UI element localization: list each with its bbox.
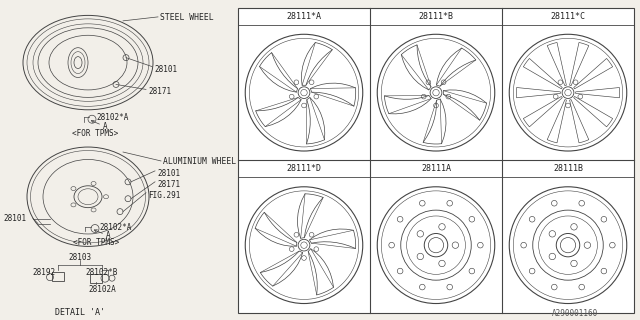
Text: 28101: 28101 [3, 214, 26, 223]
Text: 28111A: 28111A [421, 164, 451, 173]
Text: A: A [106, 231, 111, 241]
Text: 28171: 28171 [157, 180, 180, 189]
Text: 28111*C: 28111*C [550, 12, 586, 21]
Text: 28111B: 28111B [553, 164, 583, 173]
Text: 28111*D: 28111*D [287, 164, 321, 173]
Text: DETAIL 'A': DETAIL 'A' [55, 308, 105, 317]
Text: 28103: 28103 [68, 253, 92, 262]
Text: FIG.291: FIG.291 [148, 191, 180, 200]
Text: 28111*A: 28111*A [287, 12, 321, 21]
Text: ALUMINIUM WHEEL: ALUMINIUM WHEEL [163, 157, 236, 166]
Text: 28102*A: 28102*A [99, 222, 131, 232]
Text: 28101: 28101 [154, 65, 177, 74]
Text: 28171: 28171 [148, 87, 171, 96]
Text: 28102A: 28102A [88, 285, 116, 294]
Text: A290001160: A290001160 [552, 309, 598, 318]
Text: 28102*B: 28102*B [85, 268, 117, 277]
Bar [238, 8, 634, 313]
Text: A: A [103, 122, 108, 131]
Text: 28101: 28101 [157, 169, 180, 178]
Text: STEEL WHEEL: STEEL WHEEL [160, 13, 214, 22]
Text: 28111*B: 28111*B [419, 12, 454, 21]
Text: <FOR TPMS>: <FOR TPMS> [73, 238, 119, 247]
Text: 28192: 28192 [32, 268, 55, 277]
Text: <FOR TPMS>: <FOR TPMS> [72, 129, 118, 138]
Text: 28102*A: 28102*A [96, 113, 129, 122]
